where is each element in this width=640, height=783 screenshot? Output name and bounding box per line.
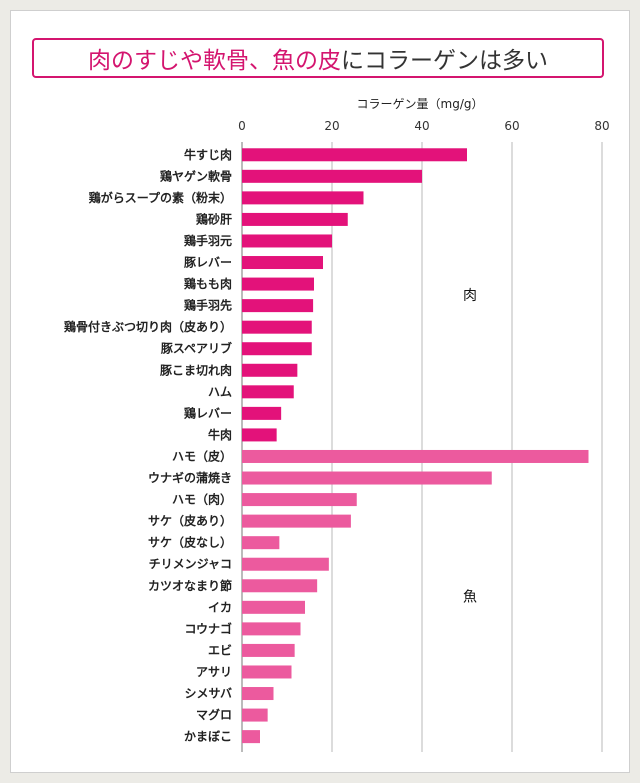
- category-label: コウナゴ: [184, 621, 232, 636]
- category-label: 鶏がらスープの素（粉末）: [89, 190, 232, 205]
- chart-title: 肉のすじや軟骨、魚の皮にコラーゲンは多い: [88, 41, 548, 75]
- category-label: 豚こま切れ肉: [159, 362, 232, 377]
- bar: [242, 169, 422, 183]
- chart-title-accent: 肉のすじや軟骨、魚の皮: [88, 48, 341, 74]
- category-label: 豚スペアリブ: [160, 341, 232, 356]
- chart-title-rest: にコラーゲンは多い: [341, 48, 548, 74]
- x-tick-label: 0: [238, 119, 246, 133]
- bar: [242, 665, 292, 679]
- bar: [242, 471, 492, 485]
- x-tick-label: 40: [414, 119, 429, 133]
- category-label: シメサバ: [184, 687, 232, 701]
- category-label: 鶏ヤゲン軟骨: [160, 168, 232, 183]
- bar: [242, 212, 348, 226]
- x-tick-label: 60: [504, 119, 519, 133]
- bar: [242, 191, 364, 205]
- bar: [242, 342, 312, 356]
- category-label: エビ: [208, 642, 232, 657]
- bar: [242, 579, 318, 593]
- category-label: ウナギの蒲焼き: [148, 470, 232, 485]
- category-label: アサリ: [196, 665, 232, 679]
- category-label: カツオなまり節: [148, 578, 232, 593]
- category-label: ハモ（皮）: [172, 448, 232, 463]
- bar: [242, 299, 314, 313]
- bar: [242, 643, 295, 657]
- category-label: サケ（皮なし）: [148, 535, 232, 550]
- category-label: 鶏手羽先: [184, 298, 232, 313]
- category-label: 牛すじ肉: [184, 147, 232, 162]
- bar: [242, 687, 274, 701]
- category-label: ハモ（肉）: [172, 492, 232, 507]
- x-tick-label: 20: [324, 119, 339, 133]
- x-axis-label: コラーゲン量（mg/g）: [357, 97, 484, 111]
- bar: [242, 256, 323, 270]
- bar: [242, 493, 357, 507]
- bar: [242, 730, 260, 744]
- category-label: マグロ: [196, 707, 232, 722]
- category-label: 牛肉: [208, 427, 232, 442]
- bar: [242, 363, 298, 377]
- chart-frame: [10, 10, 630, 773]
- category-label: ハム: [208, 385, 232, 399]
- bar: [242, 406, 282, 420]
- bar: [242, 428, 277, 442]
- bar: [242, 536, 280, 550]
- bar: [242, 320, 312, 334]
- bar: [242, 514, 351, 528]
- category-label: 鶏砂肝: [196, 211, 232, 226]
- category-label: 鶏レバー: [184, 405, 232, 420]
- bar: [242, 385, 294, 399]
- category-label: サケ（皮あり）: [148, 513, 232, 528]
- bar: [242, 277, 314, 291]
- category-label: チリメンジャコ: [149, 557, 232, 571]
- bar: [242, 148, 467, 162]
- category-label: 鶏手羽元: [184, 233, 232, 248]
- category-label: 豚レバー: [183, 255, 232, 270]
- group-label: 肉: [463, 288, 477, 304]
- bar: [242, 449, 589, 463]
- bar: [242, 708, 268, 722]
- category-label: イカ: [208, 600, 232, 614]
- x-tick-label: 80: [594, 119, 609, 133]
- category-label: 鶏骨付きぶつ切り肉（皮あり）: [64, 319, 232, 334]
- category-label: かまぼこ: [184, 730, 232, 744]
- bar: [242, 600, 305, 614]
- group-label: 魚: [463, 590, 477, 606]
- category-label: 鶏もも肉: [184, 276, 232, 291]
- bar: [242, 622, 301, 636]
- chart-title-box: 肉のすじや軟骨、魚の皮にコラーゲンは多い: [32, 38, 604, 78]
- bar: [242, 557, 329, 571]
- bar: [242, 234, 332, 248]
